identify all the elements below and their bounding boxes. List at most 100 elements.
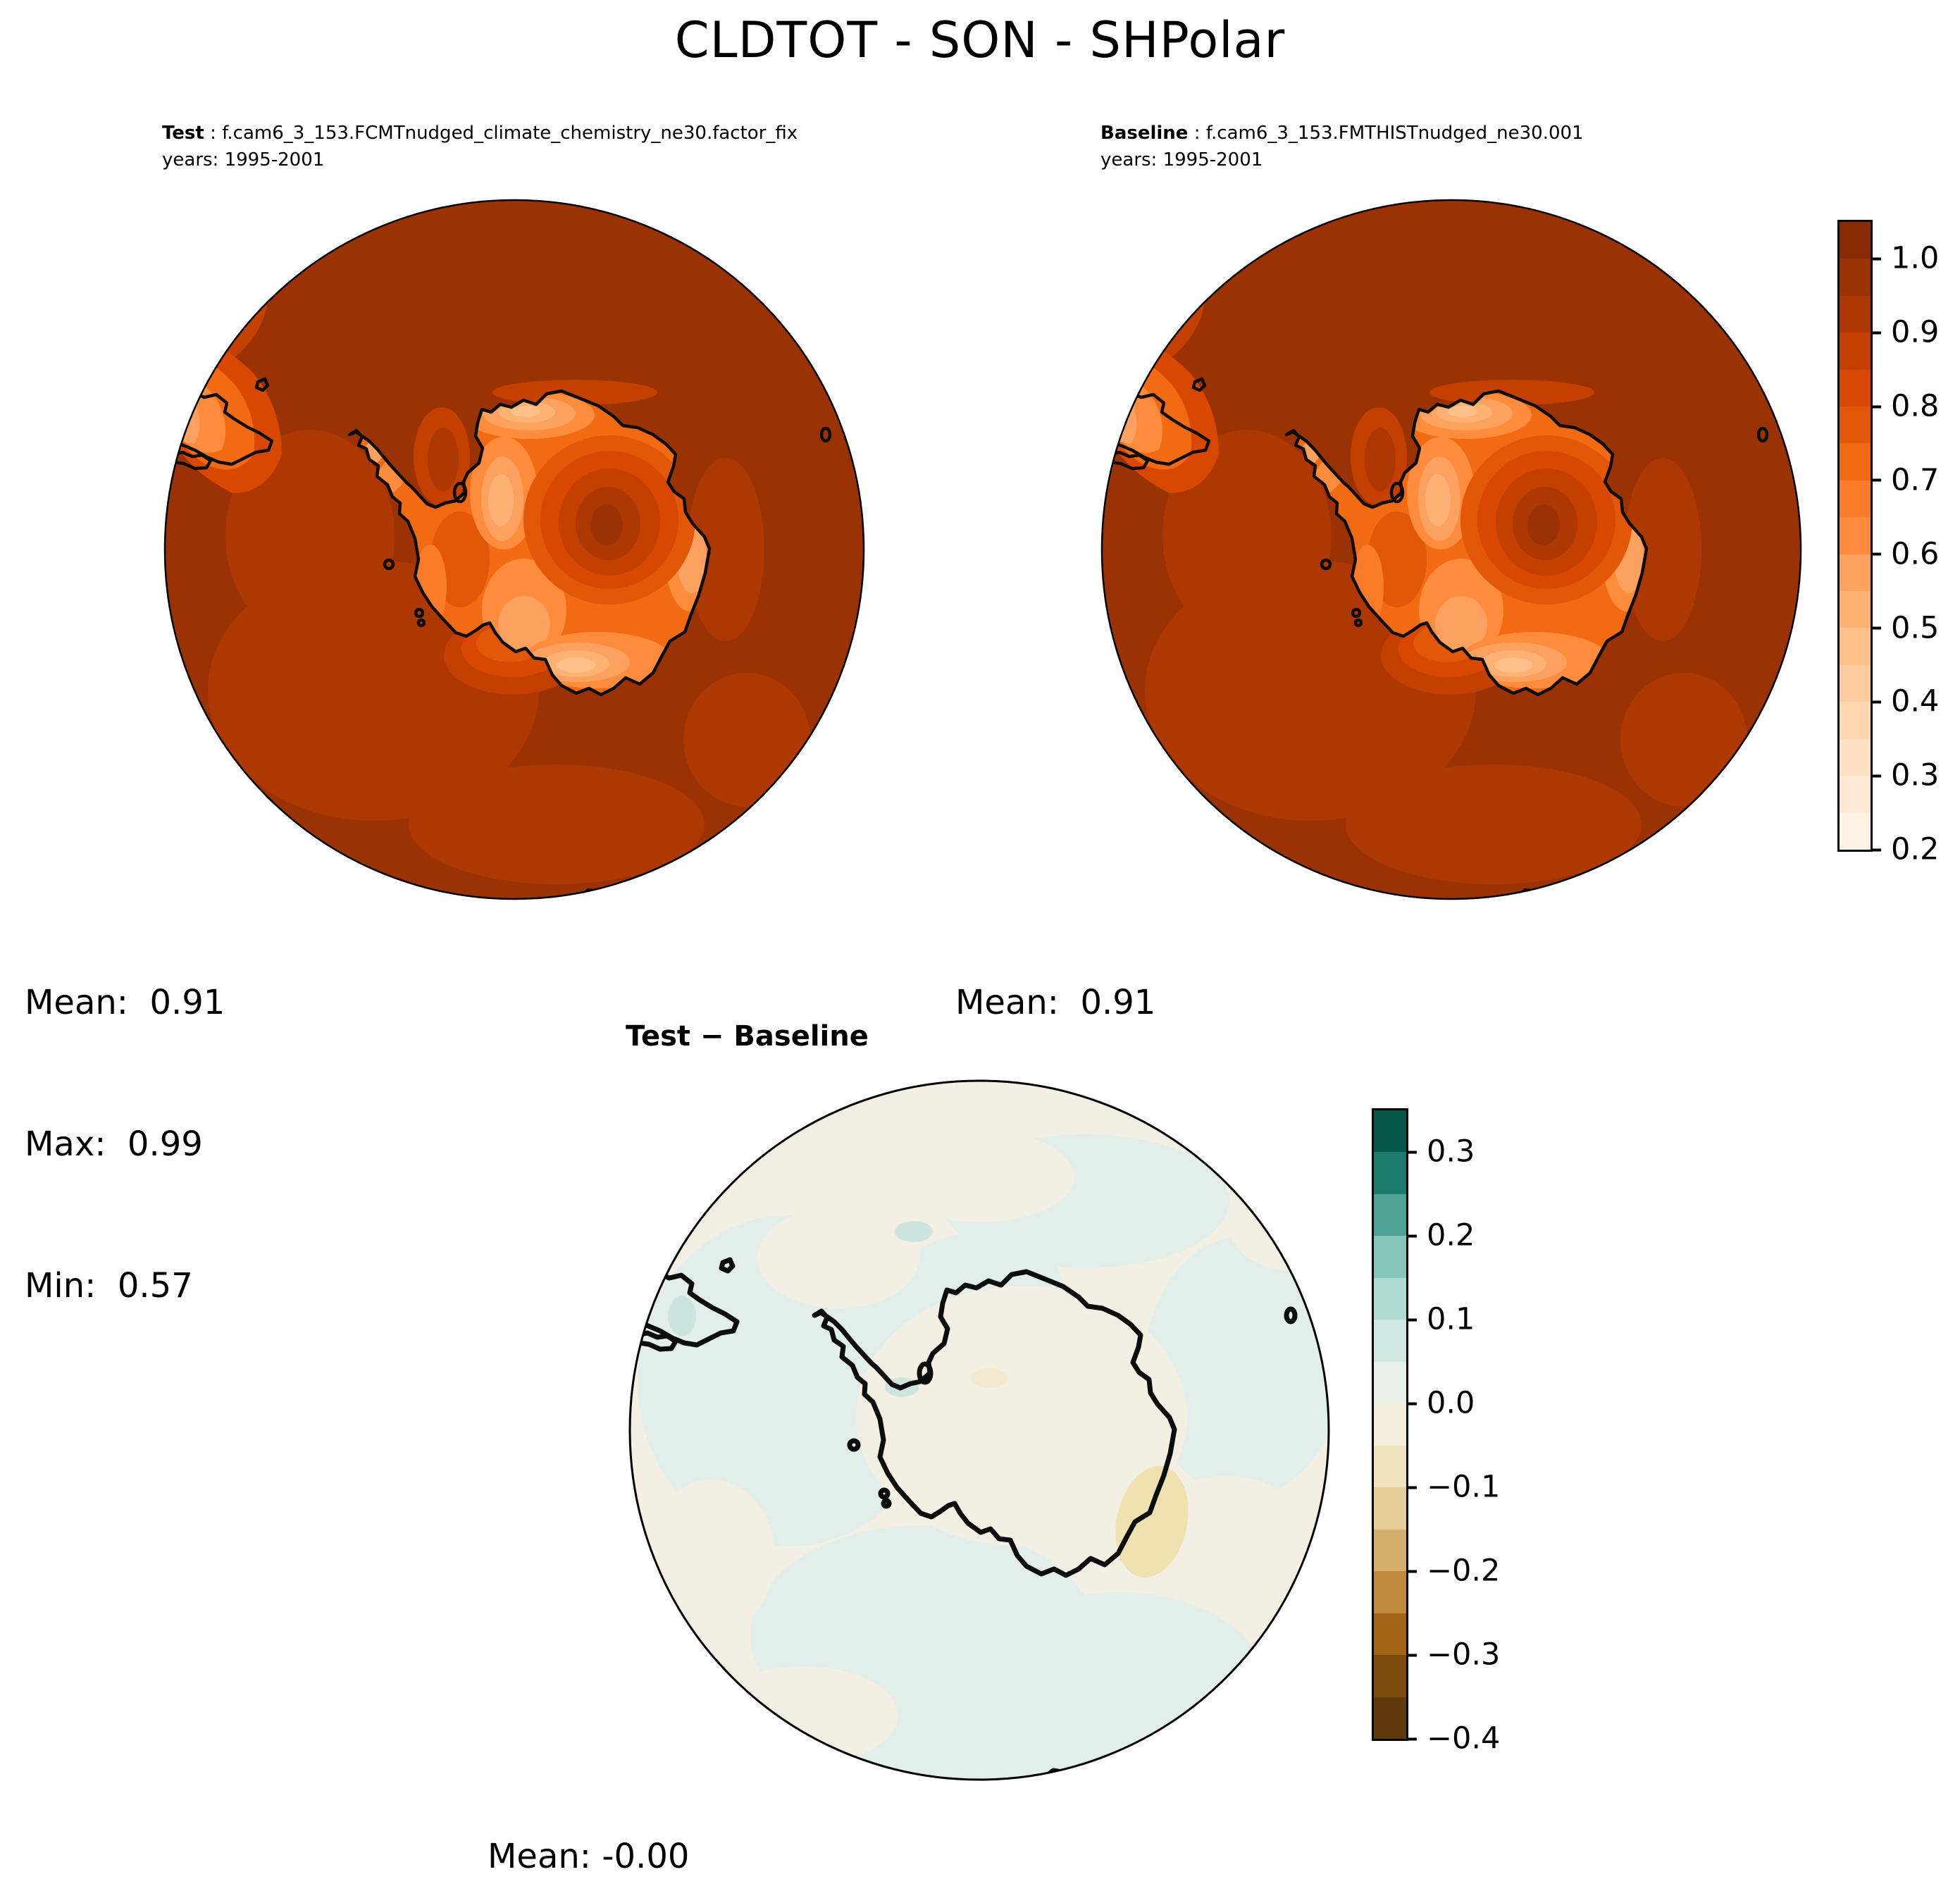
test-run-line: Test : f.cam6_3_153.FCMTnudged_climate_c… <box>162 120 798 147</box>
baseline-years: years: 1995-2001 <box>1100 149 1263 170</box>
colorbar-band <box>1840 628 1871 665</box>
colorbar-band <box>1374 1655 1406 1697</box>
colorbar-band <box>1374 1403 1406 1446</box>
tick-mark <box>1871 700 1881 704</box>
tick-mark <box>1871 331 1881 335</box>
difference-mean: Mean: -0.00 <box>488 1837 690 1876</box>
colorbar-band <box>1374 1152 1406 1194</box>
colorbar-bar: 1.0 0.9 0.8 0.7 0.6 0.5 0.4 0.3 0.2 <box>1837 220 1939 864</box>
tick-label: 0.2 <box>1427 1217 1475 1253</box>
tick-mark <box>1406 1486 1417 1489</box>
colorbar-tick: 0.3 <box>1406 1134 1475 1170</box>
colorbar-band <box>1374 1613 1406 1656</box>
baseline-map <box>1099 197 1804 902</box>
tick-label: 0.7 <box>1891 462 1940 498</box>
colorbar-tick: 0.8 <box>1871 388 1940 424</box>
colorbar-band <box>1840 480 1871 518</box>
tick-mark <box>1871 552 1881 556</box>
tick-label: 0.5 <box>1891 610 1940 646</box>
colorbar-tick: 0.6 <box>1871 539 1939 569</box>
colorbar-band <box>1840 295 1871 333</box>
tick-label: 0.9 <box>1891 314 1940 350</box>
colorbar-band <box>1840 333 1871 370</box>
tick-label: −0.2 <box>1427 1553 1501 1589</box>
colorbar-band <box>1840 369 1871 407</box>
page-title: CLDTOT - SON - SHPolar <box>674 11 1286 69</box>
colorbar-band <box>1374 1193 1406 1236</box>
colorbar-difference: 0.3 0.2 0.1 0.0 −0.1 −0.2 −0.3 −0.4 <box>1372 1108 1500 1754</box>
colorbar-band <box>1840 222 1871 259</box>
tick-label: −0.4 <box>1427 1720 1501 1756</box>
colorbar-tick: 0.5 <box>1871 613 1939 643</box>
tick-label: 0.3 <box>1427 1134 1475 1170</box>
colorbar-band <box>1840 738 1871 776</box>
colorbar-top: 1.0 0.9 0.8 0.7 0.6 0.5 0.4 0.3 0.2 <box>1837 220 1939 864</box>
colorbar-band <box>1840 702 1871 739</box>
tick-mark <box>1871 626 1881 630</box>
tick-mark <box>1406 1654 1417 1657</box>
colorbar-band <box>1374 1236 1406 1278</box>
colorbar-band <box>1374 1697 1406 1740</box>
test-run-header: Test : f.cam6_3_153.FCMTnudged_climate_c… <box>162 120 798 173</box>
colorbar-tick: 0.2 <box>1871 831 1940 867</box>
tick-mark <box>1406 1151 1417 1154</box>
colorbar-band <box>1374 1445 1406 1488</box>
test-min: Min: 0.57 <box>25 1266 193 1306</box>
colorbar-band <box>1840 664 1871 702</box>
baseline-run-line: Baseline : f.cam6_3_153.FMTHISTnudged_ne… <box>1100 120 1584 147</box>
test-years: years: 1995-2001 <box>162 149 325 170</box>
colorbar-band <box>1840 776 1871 813</box>
tick-mark <box>1871 478 1881 482</box>
difference-stats: Mean: -0.00 Max: 0.06 Min: -0.07 <box>488 1739 689 1879</box>
test-run-name: : f.cam6_3_153.FCMTnudged_climate_chemis… <box>210 123 798 144</box>
tick-label: 0.3 <box>1891 757 1940 793</box>
colorbar-tick: 0.7 <box>1871 465 1939 495</box>
baseline-run-header: Baseline : f.cam6_3_153.FMTHISTnudged_ne… <box>1100 120 1584 173</box>
colorbar-band <box>1840 407 1871 444</box>
colorbar-tick: 0.3 <box>1871 757 1940 793</box>
colorbar-band <box>1374 1571 1406 1613</box>
colorbar-band <box>1840 591 1871 628</box>
tick-label: 0.1 <box>1427 1301 1475 1337</box>
colorbar-tick: −0.4 <box>1406 1720 1501 1756</box>
test-max: Max: 0.99 <box>25 1124 203 1164</box>
tick-mark <box>1871 257 1881 261</box>
colorbar-band <box>1374 1110 1406 1153</box>
tick-label: 0.0 <box>1427 1385 1475 1421</box>
colorbar-tick: 1.0 <box>1871 240 1940 276</box>
tick-label: 0.6 <box>1891 536 1940 572</box>
colorbar-tick: 0.0 <box>1406 1385 1475 1421</box>
colorbar-band <box>1374 1361 1406 1404</box>
tick-label: 0.8 <box>1891 388 1940 424</box>
tick-label: 0.2 <box>1891 831 1940 867</box>
tick-label: 1.0 <box>1891 240 1940 276</box>
difference-map <box>627 1078 1332 1782</box>
tick-mark <box>1406 1318 1417 1322</box>
colorbar-band <box>1840 259 1871 296</box>
baseline-run-name: : f.cam6_3_153.FMTHISTnudged_ne30.001 <box>1193 123 1584 144</box>
tick-mark <box>1406 1570 1417 1573</box>
colorbar-band <box>1374 1320 1406 1362</box>
tick-mark <box>1406 1737 1417 1740</box>
colorbar-band <box>1374 1277 1406 1320</box>
tick-mark <box>1406 1402 1417 1406</box>
tick-mark <box>1871 405 1881 409</box>
colorbar-band <box>1374 1529 1406 1572</box>
colorbar-tick: 0.4 <box>1871 683 1940 719</box>
tick-mark <box>1871 848 1881 851</box>
test-stats: Mean: 0.91 Max: 0.99 Min: 0.57 <box>25 885 225 1404</box>
tick-label: −0.1 <box>1427 1469 1501 1505</box>
colorbar-band <box>1374 1487 1406 1530</box>
colorbar-tick: 0.9 <box>1871 314 1940 350</box>
tick-label: 0.4 <box>1891 683 1940 719</box>
colorbar-band <box>1840 443 1871 480</box>
colorbar-band <box>1840 554 1871 592</box>
colorbar-band <box>1840 517 1871 554</box>
colorbar-tick: −0.2 <box>1406 1556 1500 1587</box>
tick-label: −0.3 <box>1427 1637 1501 1673</box>
colorbar-band <box>1840 812 1871 850</box>
baseline-label: Baseline <box>1100 123 1189 144</box>
test-map <box>162 197 867 902</box>
colorbar-bar: 0.3 0.2 0.1 0.0 −0.1 −0.2 −0.3 −0.4 <box>1372 1108 1500 1754</box>
baseline-mean: Mean: 0.91 <box>955 983 1156 1022</box>
